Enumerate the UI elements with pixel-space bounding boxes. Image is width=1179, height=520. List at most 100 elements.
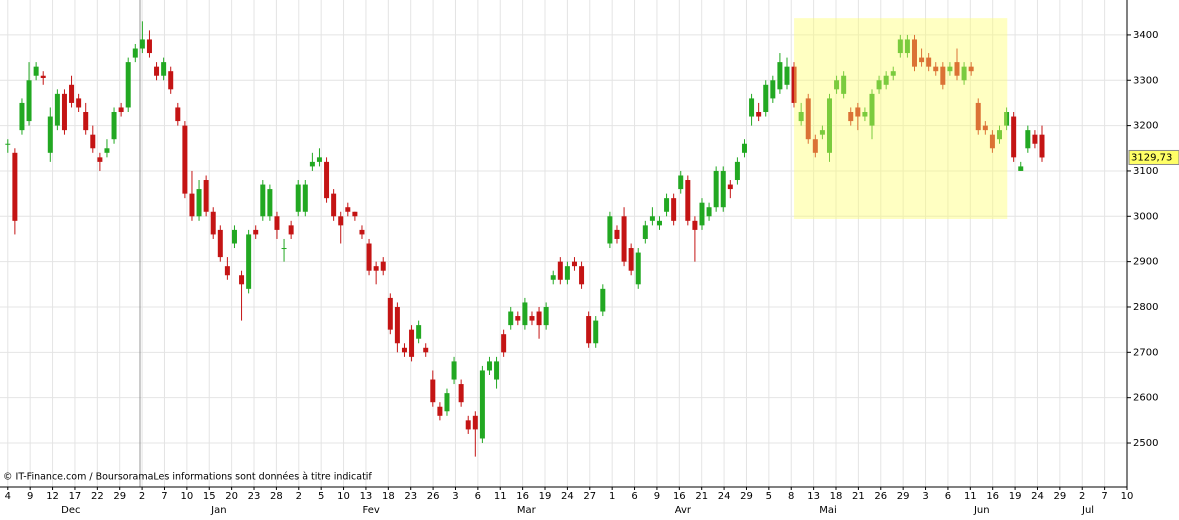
y-tick-label: 2900	[1133, 257, 1158, 268]
y-tick-label: 3200	[1133, 121, 1158, 132]
candle-body	[529, 316, 535, 321]
candle-body	[564, 266, 570, 280]
candle-body	[961, 66, 967, 81]
candle-body	[522, 302, 528, 326]
x-tick-label: 7	[161, 491, 167, 502]
candle-body	[933, 66, 939, 72]
candle-body	[664, 198, 670, 212]
candle-body	[919, 57, 925, 63]
axes: 2500 2600 2700 2800 2900 3000 3100 3200 3300 3400…	[5, 30, 1179, 516]
candle-body	[883, 75, 889, 85]
x-tick-label: 10	[1121, 491, 1134, 502]
month-label: Fev	[363, 505, 380, 516]
candle-body	[175, 107, 181, 122]
candle-body	[416, 325, 422, 339]
candle-body	[741, 143, 747, 153]
month-label: Mar	[517, 505, 537, 516]
candle-body	[579, 266, 585, 285]
candle-body	[486, 361, 492, 371]
y-tick-label: 2700	[1133, 347, 1158, 358]
x-tick-label: 16	[673, 491, 686, 502]
x-tick-label: 20	[225, 491, 238, 502]
highlight-zone	[794, 18, 1008, 220]
candle-body	[848, 112, 854, 122]
x-tick-label: 13	[807, 491, 820, 502]
y-axis-area	[1127, 0, 1179, 520]
candle-body	[401, 347, 407, 353]
candle-body	[543, 306, 549, 326]
candle-body	[763, 84, 769, 113]
candle-body	[678, 175, 684, 190]
x-tick-label: 19	[1009, 491, 1022, 502]
candle-body	[947, 66, 953, 72]
x-tick-label: 3	[922, 491, 928, 502]
y-tick-label: 2500	[1133, 438, 1158, 449]
candle-body	[33, 66, 39, 76]
candle-body	[203, 180, 209, 212]
candle-body	[111, 112, 117, 140]
candle-body	[685, 180, 691, 221]
x-tick-label: 29	[1053, 491, 1066, 502]
x-tick-label: 11	[964, 491, 977, 502]
candle-body	[692, 220, 698, 230]
candle-body	[47, 116, 53, 153]
candle-body	[1032, 134, 1038, 144]
x-tick-label: 23	[404, 491, 417, 502]
candle-body	[118, 107, 124, 113]
candle-body	[954, 62, 960, 76]
x-tick-label: 11	[494, 491, 507, 502]
candle-body	[104, 148, 110, 153]
candle-body	[260, 184, 266, 217]
candle-body	[628, 248, 634, 271]
candle-body	[727, 184, 733, 190]
candle-body	[217, 229, 223, 258]
candle-body	[784, 66, 790, 85]
month-label: Jan	[210, 505, 226, 516]
x-tick-label: 3	[452, 491, 458, 502]
month-label: Dec	[61, 505, 80, 516]
candle-body	[1039, 134, 1045, 158]
candle-body	[168, 71, 174, 90]
x-tick-label: 2	[296, 491, 302, 502]
x-tick-label: 6	[475, 491, 481, 502]
candle-body	[331, 193, 337, 217]
candles	[5, 21, 1045, 457]
candle-body	[19, 102, 25, 131]
candle-body	[819, 130, 825, 135]
x-tick-label: 10	[180, 491, 193, 502]
x-tick-label: 29	[897, 491, 910, 502]
candle-body	[770, 80, 776, 99]
candle-body	[380, 261, 386, 271]
candle-body	[239, 275, 245, 285]
candle-body	[621, 216, 627, 262]
x-tick-label: 21	[852, 491, 865, 502]
candle-body	[607, 216, 613, 244]
candle-body	[210, 211, 216, 235]
candle-body	[366, 243, 372, 271]
candle-body	[97, 157, 103, 162]
x-tick-label: 6	[945, 491, 951, 502]
candle-body	[501, 334, 507, 353]
candle-body	[649, 216, 655, 221]
candle-body	[734, 161, 740, 181]
plot-area	[0, 0, 1127, 487]
x-axis-area	[0, 487, 1127, 520]
candle-body	[600, 288, 606, 312]
x-tick-label: 6	[631, 491, 637, 502]
candle-body	[125, 62, 131, 108]
candle-body	[1018, 166, 1024, 171]
candle-body	[224, 266, 230, 276]
candle-body	[656, 220, 662, 226]
candle-body	[777, 62, 783, 90]
candle-body	[83, 112, 89, 131]
last-value-box	[1128, 149, 1179, 165]
x-tick-label: 7	[1101, 491, 1107, 502]
candle-body	[671, 198, 677, 221]
candle-body	[90, 134, 96, 149]
candle-body	[996, 130, 1002, 140]
candle-body	[139, 39, 145, 49]
candle-body	[359, 229, 365, 235]
candle-body	[975, 102, 981, 131]
candle-body	[1011, 116, 1017, 158]
candle-body	[536, 311, 542, 326]
